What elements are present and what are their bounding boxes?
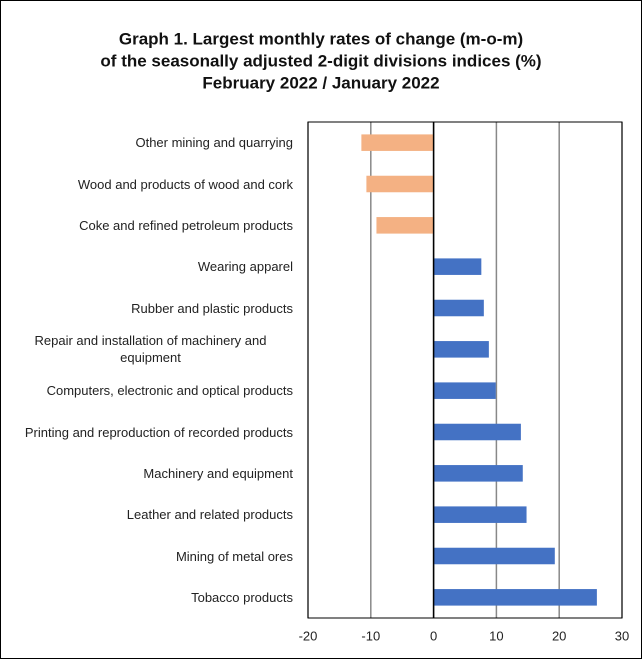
- bar: [433, 341, 489, 358]
- y-tick-label: Wood and products of wood and cork: [77, 176, 293, 192]
- y-tick-label-box: Leather and related products: [0, 495, 293, 535]
- x-tick-label: 30: [615, 628, 629, 643]
- bar: [361, 134, 434, 151]
- bar: [433, 589, 597, 606]
- chart-title: Graph 1. Largest monthly rates of change…: [119, 29, 523, 48]
- y-tick-label: Leather and related products: [126, 507, 293, 523]
- y-tick-label: Printing and reproduction of recorded pr…: [24, 424, 293, 440]
- chart-title: February 2022 / January 2022: [202, 73, 439, 92]
- y-tick-label: Machinery and equipment: [143, 465, 293, 481]
- y-tick-label: Wearing apparel: [197, 259, 293, 275]
- y-tick-label-box: Coke and refined petroleum products: [0, 205, 293, 245]
- y-tick-label: Tobacco products: [191, 589, 293, 605]
- y-tick-label-box: Machinery and equipment: [0, 453, 293, 493]
- y-tick-label-box: Wood and products of wood and cork: [0, 164, 293, 204]
- y-tick-label-box: Tobacco products: [0, 577, 293, 617]
- bar: [433, 465, 523, 482]
- y-tick-label-box: Printing and reproduction of recorded pr…: [0, 412, 293, 452]
- y-tick-label: Computers, electronic and optical produc…: [46, 383, 293, 399]
- bar: [433, 423, 521, 441]
- x-tick-label: 20: [552, 628, 566, 643]
- y-tick-label: Rubber and plastic products: [131, 300, 293, 316]
- y-tick-label-box: Wearing apparel: [0, 247, 293, 287]
- y-tick-label-box: Other mining and quarrying: [0, 123, 293, 163]
- bar: [433, 506, 527, 523]
- y-tick-label-box: Rubber and plastic products: [0, 288, 293, 328]
- y-tick-label: Other mining and quarrying: [135, 135, 293, 151]
- bar: [433, 547, 555, 565]
- x-tick-label: -20: [299, 628, 318, 643]
- bar: [366, 175, 434, 193]
- x-tick-label: 0: [430, 628, 437, 643]
- x-tick-label: -10: [361, 628, 380, 643]
- y-tick-label: Mining of metal ores: [175, 548, 293, 564]
- bar: [376, 217, 434, 234]
- bar: [433, 299, 484, 317]
- x-tick-label: 10: [489, 628, 503, 643]
- plot-border: [307, 121, 623, 619]
- bar: [433, 258, 482, 275]
- y-tick-label-box: Repair and installation of machinery and…: [0, 329, 293, 369]
- chart-title: of the seasonally adjusted 2-digit divis…: [100, 51, 541, 70]
- y-tick-label-box: Computers, electronic and optical produc…: [0, 371, 293, 411]
- y-tick-label: Coke and refined petroleum products: [79, 217, 293, 233]
- y-tick-label-box: Mining of metal ores: [0, 536, 293, 576]
- y-tick-label: Repair and installation of machinery and…: [34, 333, 267, 366]
- bar: [433, 382, 496, 399]
